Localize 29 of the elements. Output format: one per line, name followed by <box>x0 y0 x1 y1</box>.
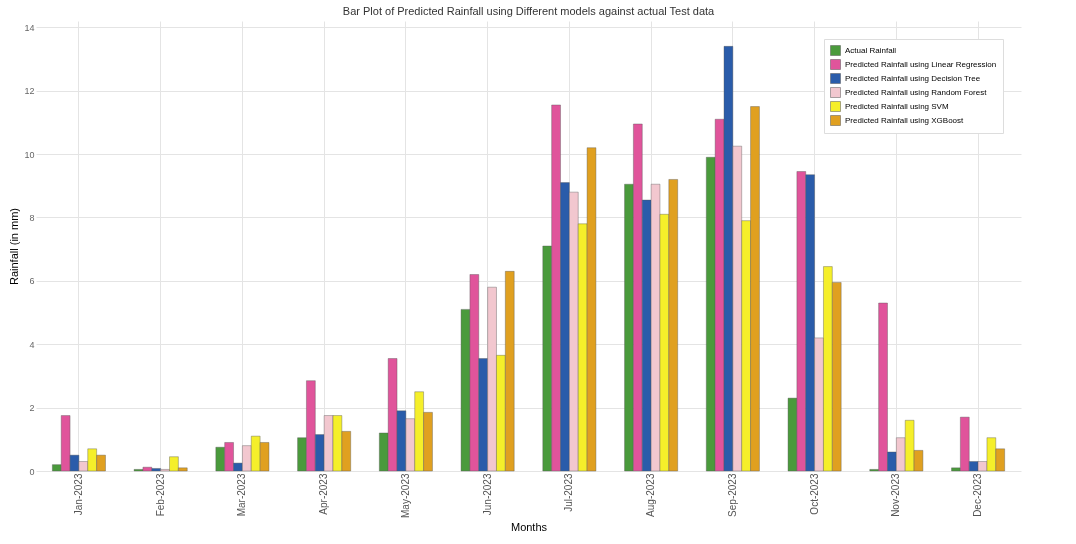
y-tick-label: 10 <box>24 149 35 160</box>
y-tick-label: 6 <box>29 276 35 287</box>
y-tick-label: 0 <box>29 466 35 477</box>
legend-label: Predicted Rainfall using SVM <box>845 101 949 111</box>
x-tick-label: Aug-2023 <box>645 473 657 517</box>
y-tick-label: 8 <box>29 212 35 223</box>
x-tick-label: Sep-2023 <box>726 473 738 517</box>
x-tick-label: Apr-2023 <box>318 473 330 515</box>
x-tick-label: Feb-2023 <box>154 473 166 517</box>
x-tick-label: Jul-2023 <box>563 473 575 512</box>
x-tick-label: Mar-2023 <box>236 473 248 517</box>
x-axis-title: Months <box>510 520 548 533</box>
x-tick-label: May-2023 <box>399 473 411 518</box>
legend-label: Actual Rainfall <box>845 45 897 55</box>
legend-label: Predicted Rainfall using XGBoost <box>845 115 965 125</box>
x-tick-label: Nov-2023 <box>890 473 902 517</box>
x-tick-label: Jun-2023 <box>481 473 493 516</box>
y-tick-label: 2 <box>29 403 35 414</box>
y-tick-label: 12 <box>24 86 35 97</box>
y-axis-title: Rainfall (in mm) <box>8 207 21 286</box>
x-tick-label: Oct-2023 <box>808 473 820 515</box>
legend-label: Predicted Rainfall using Linear Regression <box>845 59 997 69</box>
y-tick-label: 14 <box>24 22 35 33</box>
x-tick-label: Jan-2023 <box>72 473 84 516</box>
x-tick-label: Dec-2023 <box>972 473 984 517</box>
legend-label: Predicted Rainfall using Random Forest <box>845 87 988 97</box>
chart-title: Bar Plot of Predicted Rainfall using Different models against actual Test data <box>342 5 716 17</box>
y-tick-label: 4 <box>29 339 35 350</box>
legend-label: Predicted Rainfall using Decision Tree <box>845 73 981 83</box>
